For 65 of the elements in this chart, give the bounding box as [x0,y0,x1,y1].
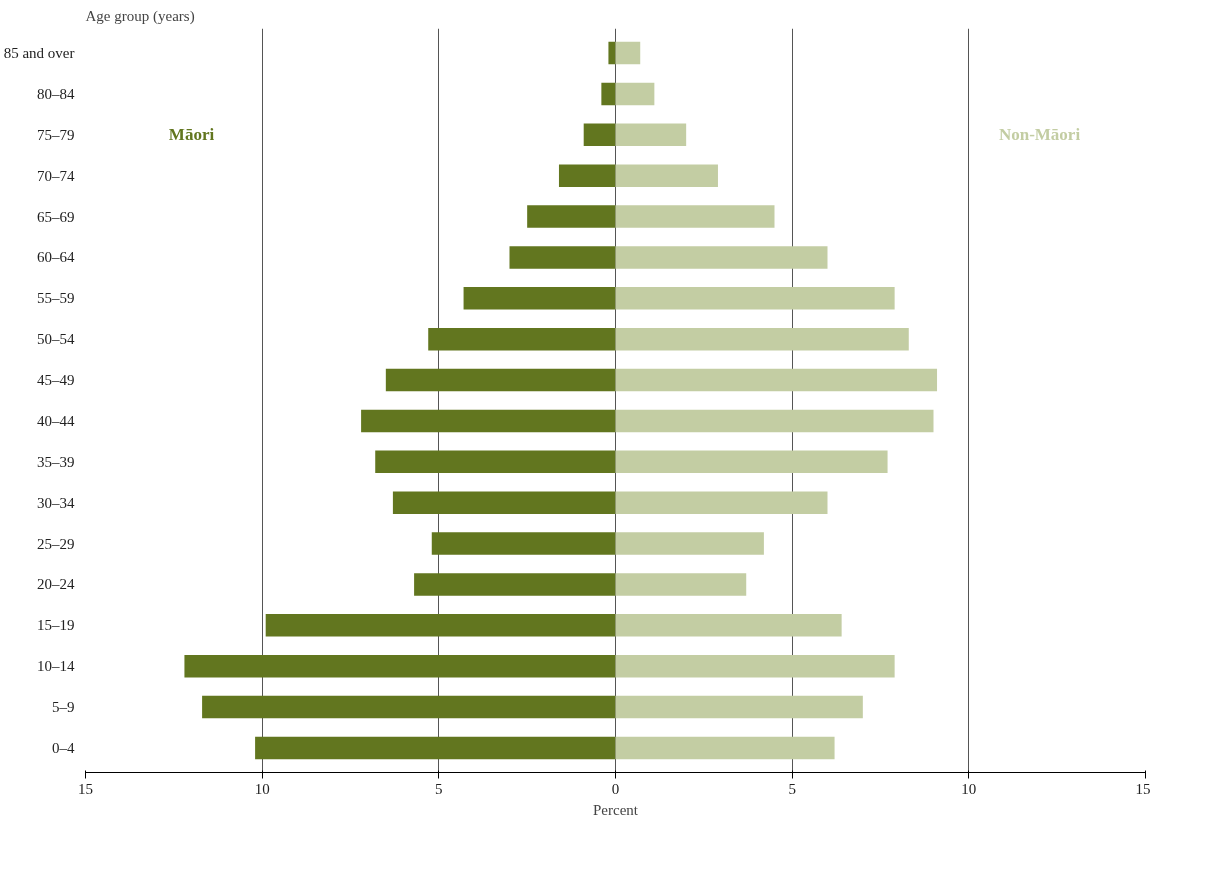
bar [615,164,718,187]
y-tick-label: 40–44 [37,412,75,429]
bar [615,614,842,637]
y-tick-label: 75–79 [37,126,75,143]
bar [202,695,616,719]
bar [615,491,828,514]
bar [265,614,616,637]
bar [615,654,895,678]
bar [615,205,775,228]
bar [615,695,863,719]
y-tick-label: 80–84 [37,85,75,102]
bar [615,41,641,65]
x-tick-label: 10 [254,780,270,797]
bar [375,450,616,474]
y-tick-label: 30–34 [37,494,75,511]
bar [615,327,909,351]
bar [615,409,934,433]
bar [583,123,616,147]
bar [428,327,616,351]
x-tick-label: 10 [961,780,977,797]
y-tick-label: 55–59 [37,290,75,307]
bar [615,736,835,760]
x-tick-label: 15 [1135,780,1151,797]
bar [361,409,616,433]
bar [615,246,828,269]
text: Non-Māori [998,125,1081,145]
bar [615,123,687,147]
x-tick-label: 5 [435,780,443,797]
bar [392,491,616,514]
bar [615,368,938,392]
x-axis-title: Percent [593,801,639,818]
y-tick-label: 60–64 [37,249,75,266]
bar [509,246,616,269]
bar [463,287,616,310]
text: Māori [168,125,215,145]
bar [414,573,616,596]
bar [385,368,616,392]
bar [558,164,616,187]
x-tick-label: 5 [788,780,796,797]
y-tick-label: 50–54 [37,331,75,348]
bar [601,82,616,106]
y-tick-label: 15–19 [37,617,75,634]
y-tick-label: 5–9 [52,699,75,716]
y-tick-label: 85 and over [3,45,75,62]
bar [615,82,655,106]
x-tick-label: 0 [611,780,620,797]
y-tick-label: 25–29 [37,535,75,552]
bar [615,573,747,596]
bar [615,450,888,474]
y-tick-label: 10–14 [37,658,75,675]
y-tick-label: 70–74 [37,167,75,184]
bar [615,532,764,555]
bar [255,736,616,760]
y-tick-label: 45–49 [37,372,75,389]
y-tick-label: 65–69 [37,208,75,225]
y-tick-label: 35–39 [37,453,75,470]
bar [184,654,616,678]
bar [431,532,616,555]
y-tick-label: 0–4 [52,739,75,756]
y-tick-label: 20–24 [37,576,75,593]
bar [615,287,895,310]
bar [608,41,616,65]
y-axis-title: Age group (years) [85,7,195,25]
x-tick-label: 15 [78,780,93,797]
bar [527,205,616,228]
